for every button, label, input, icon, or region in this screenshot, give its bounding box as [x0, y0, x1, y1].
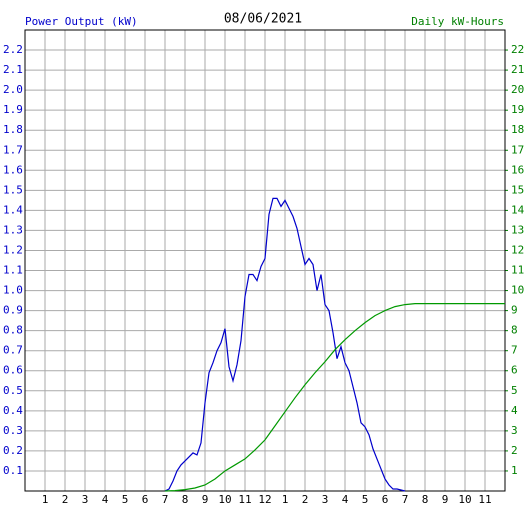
y2-tick-label: 21	[511, 63, 524, 76]
y-tick-label: 0.4	[3, 404, 23, 417]
y-tick-label: 0.2	[3, 444, 23, 457]
y2-tick-label: 16	[511, 163, 524, 176]
x-tick-label: 10	[458, 493, 471, 506]
x-tick-label: 11	[478, 493, 491, 506]
y-tick-label: 2.1	[3, 63, 23, 76]
y-tick-label: 0.5	[3, 384, 23, 397]
y2-tick-label: 9	[511, 304, 518, 317]
y-tick-label: 0.9	[3, 304, 23, 317]
y2-tick-label: 15	[511, 183, 524, 196]
y2-tick-label: 7	[511, 344, 518, 357]
series-line	[164, 197, 406, 492]
y2-tick-label: 8	[511, 324, 518, 337]
x-tick-label: 6	[142, 493, 149, 506]
y2-tick-label: 2	[511, 444, 518, 457]
x-tick-label: 5	[122, 493, 129, 506]
y2-tick-label: 1	[511, 464, 518, 477]
x-tick-label: 6	[382, 493, 389, 506]
y-tick-label: 1.3	[3, 223, 23, 236]
x-tick-label: 10	[218, 493, 231, 506]
x-tick-label: 8	[422, 493, 429, 506]
x-tick-label: 3	[322, 493, 329, 506]
x-tick-label: 2	[302, 493, 309, 506]
y-axis-label: Power Output (kW)	[25, 15, 138, 28]
y-tick-label: 0.3	[3, 424, 23, 437]
y2-tick-label: 17	[511, 143, 524, 156]
y2-tick-label: 22	[511, 43, 524, 56]
x-tick-label: 5	[362, 493, 369, 506]
y2-tick-label: 3	[511, 424, 518, 437]
y-tick-label: 1.5	[3, 183, 23, 196]
y2-tick-label: 5	[511, 384, 518, 397]
y-tick-label: 2.0	[3, 83, 23, 96]
x-tick-label: 7	[402, 493, 409, 506]
plot-border	[24, 29, 506, 492]
y-tick-label: 1.1	[3, 264, 23, 277]
x-tick-label: 8	[182, 493, 189, 506]
y-tick-label: 1.9	[3, 103, 23, 116]
y2-tick-label: 18	[511, 123, 524, 136]
y-tick-label: 1.2	[3, 243, 23, 256]
y-tick-label: 0.8	[3, 324, 23, 337]
y2-tick-label: 14	[511, 203, 525, 216]
y-tick-label: 1.4	[3, 203, 23, 216]
y2-tick-label: 12	[511, 243, 524, 256]
x-tick-label: 1	[282, 493, 289, 506]
y-tick-label: 1.7	[3, 143, 23, 156]
y-tick-label: 1.0	[3, 284, 23, 297]
x-tick-label: 12	[258, 493, 271, 506]
y2-tick-label: 6	[511, 364, 518, 377]
x-tick-label: 3	[82, 493, 89, 506]
series-line	[164, 302, 505, 492]
y2-tick-label: 4	[511, 404, 518, 417]
y-tick-label: 1.6	[3, 163, 23, 176]
y2-tick-label: 20	[511, 83, 524, 96]
x-tick-label: 7	[162, 493, 169, 506]
y2-tick-label: 19	[511, 103, 524, 116]
chart-title: 08/06/2021	[224, 12, 302, 27]
y2-axis-label: Daily kW-Hours	[411, 15, 504, 28]
y2-tick-label: 10	[511, 284, 524, 297]
y-tick-label: 0.1	[3, 464, 23, 477]
y2-tick-label: 13	[511, 223, 524, 236]
y-tick-label: 2.2	[3, 43, 23, 56]
x-tick-label: 11	[238, 493, 251, 506]
x-tick-label: 4	[342, 493, 349, 506]
x-tick-label: 4	[102, 493, 109, 506]
x-tick-label: 9	[442, 493, 449, 506]
x-tick-label: 2	[62, 493, 69, 506]
y-tick-label: 1.8	[3, 123, 23, 136]
y-tick-label: 0.7	[3, 344, 23, 357]
y-tick-label: 0.6	[3, 364, 23, 377]
y2-tick-label: 11	[511, 264, 524, 277]
x-tick-label: 9	[202, 493, 209, 506]
x-tick-label: 1	[42, 493, 49, 506]
